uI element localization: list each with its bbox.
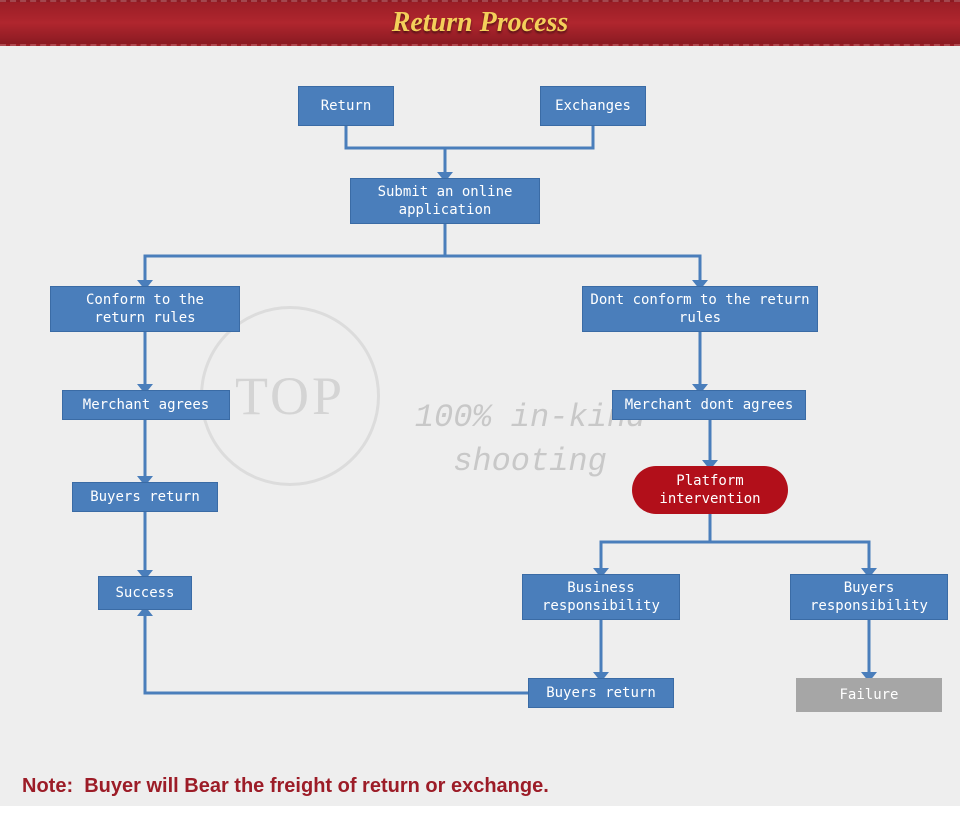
flow-node-breturn1: Buyers return (72, 482, 218, 512)
flow-node-magree: Merchant agrees (62, 390, 230, 420)
flow-node-return: Return (298, 86, 394, 126)
flow-node-platform: Platform intervention (632, 466, 788, 514)
flowchart-canvas: TOP 100% in-kind shooting ReturnExchange… (0, 46, 960, 806)
header-banner: Return Process (0, 0, 960, 46)
flow-node-dontconform: Dont conform to the return rules (582, 286, 818, 332)
flow-node-exchanges: Exchanges (540, 86, 646, 126)
flow-node-mdontagree: Merchant dont agrees (612, 390, 806, 420)
note-text: Buyer will Bear the freight of return or… (84, 775, 549, 797)
note-label: Note: (22, 775, 73, 797)
flow-node-breturn2: Buyers return (528, 678, 674, 708)
flow-node-submit: Submit an online application (350, 178, 540, 224)
flow-node-failure: Failure (796, 678, 942, 712)
flow-node-conform: Conform to the return rules (50, 286, 240, 332)
flow-node-bizresp: Business responsibility (522, 574, 680, 620)
flow-node-success: Success (98, 576, 192, 610)
flow-node-buyresp: Buyers responsibility (790, 574, 948, 620)
footer-note: Note: Buyer will Bear the freight of ret… (22, 775, 549, 798)
page-title: Return Process (392, 7, 569, 39)
watermark-badge-text: TOP (235, 365, 345, 427)
